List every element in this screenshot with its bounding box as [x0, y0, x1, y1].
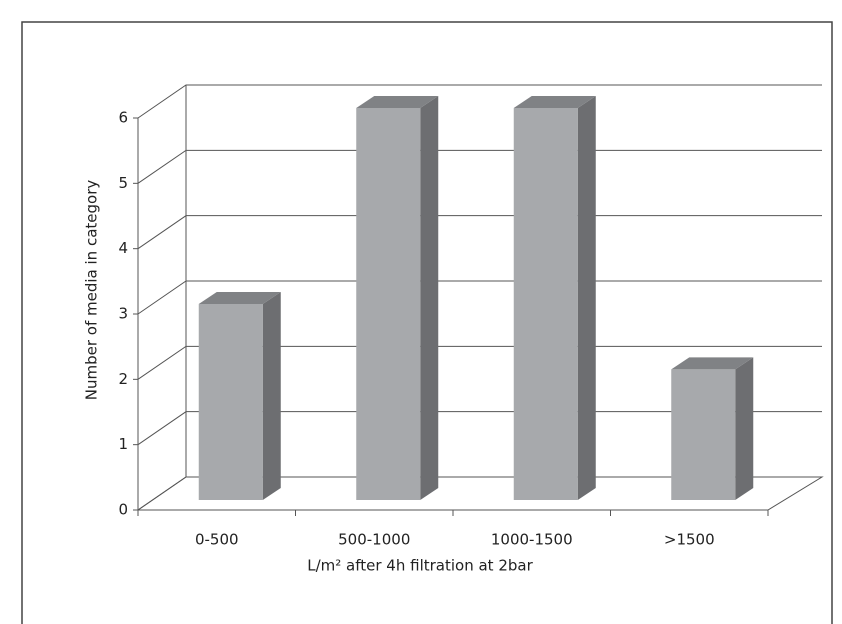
grid-line [137, 149, 822, 184]
bar [356, 108, 421, 500]
grid-line [137, 280, 822, 315]
y-axis-label: Number of media in category [83, 180, 101, 401]
x-tick-label: 1000-1500 [491, 531, 573, 549]
bar-side [735, 357, 754, 500]
bar-side [262, 292, 281, 500]
y-tick-label: 5 [118, 174, 128, 192]
x-axis-label: L/m² after 4h filtration at 2bar [307, 557, 533, 575]
grid-line [137, 84, 822, 119]
y-tick-label: 6 [118, 109, 128, 127]
y-tick-label: 3 [118, 305, 128, 323]
bar-top [198, 292, 281, 304]
x-tick-label: >1500 [664, 531, 715, 549]
bar [671, 369, 736, 500]
y-tick-label: 4 [118, 239, 128, 257]
x-tick-label: 500-1000 [338, 531, 410, 549]
y-tick-label: 2 [118, 370, 128, 388]
grid-line [137, 215, 822, 250]
bar [513, 108, 578, 500]
bar-top [671, 357, 754, 370]
x-tick-label: 0-500 [195, 531, 239, 549]
y-tick-label: 0 [118, 501, 128, 519]
bar-top [356, 96, 439, 108]
y-tick-label: 1 [118, 435, 128, 453]
bar [198, 304, 263, 500]
bar-top [513, 96, 596, 108]
bar-side [420, 96, 439, 500]
bar-side [577, 96, 596, 500]
frame [21, 21, 833, 624]
grid-line [137, 411, 822, 446]
grid-line [137, 345, 822, 380]
grid-line [137, 476, 822, 511]
